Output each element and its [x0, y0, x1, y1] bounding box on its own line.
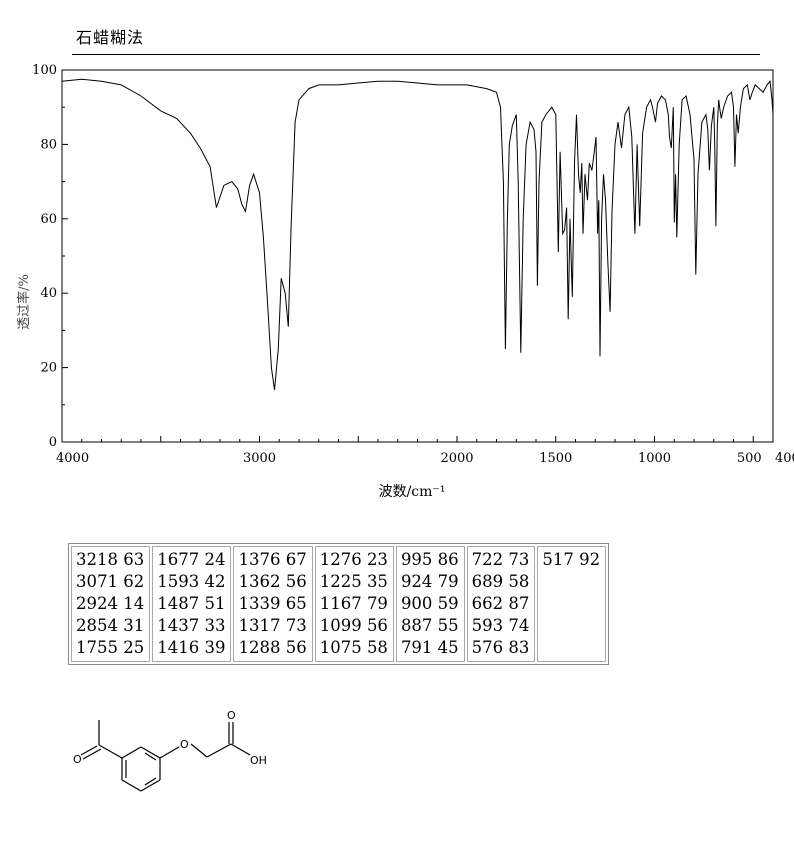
x-tick-label: 3000: [243, 451, 276, 466]
peak-entry: 593 74: [471, 616, 530, 635]
carboxyl-oh-bond: [230, 743, 251, 756]
x-axis-label: 波数/cm⁻¹: [379, 484, 446, 500]
peak-entry: 1099 56: [319, 616, 388, 635]
peak-table-column: 1677 24 1593 42 1487 51 1437 33 1416 39: [152, 546, 232, 662]
x-axis-ticks: 4000 3000 2000 1500 1000 500 400: [56, 436, 794, 466]
peak-table-column: 517 92: [537, 546, 607, 662]
y-tick-label: 40: [40, 286, 57, 301]
hydroxyl-label: OH: [250, 754, 267, 767]
peak-entry: 1755 25: [76, 638, 145, 657]
ring-bond: [140, 746, 161, 759]
peak-entry: 689 58: [471, 572, 530, 591]
peak-entry: 1075 58: [319, 638, 388, 657]
ring-double-bond: [144, 752, 157, 761]
ring-bond: [140, 779, 161, 792]
ch2-carboxyl-bond: [206, 743, 232, 758]
y-tick-label: 20: [40, 361, 57, 376]
peak-table-column: 995 86 924 79 900 59 887 55 791 45: [395, 546, 465, 662]
peak-entry: 1376 67: [238, 550, 307, 569]
peak-table: 3218 63 3071 62 2924 14 2854 31 1755 25 1677 …: [68, 543, 610, 665]
peak-entry: 1317 73: [238, 616, 307, 635]
peak-entry: 900 59: [400, 594, 459, 613]
chart-axes: [61, 69, 774, 443]
y-tick-label: 100: [32, 63, 57, 78]
peak-entry: 995 86: [400, 550, 459, 569]
ether-oxygen-label: O: [180, 738, 189, 751]
peak-table-container: 3218 63 3071 62 2924 14 2854 31 1755 25 1677 …: [68, 543, 610, 665]
plot-frame: [61, 69, 774, 443]
peak-entry: 2854 31: [76, 616, 145, 635]
peak-entry: 517 92: [542, 550, 601, 569]
peak-entry: 1416 39: [157, 638, 226, 657]
peak-entry: 1276 23: [319, 550, 388, 569]
ketone-oxygen-label: O: [73, 753, 82, 766]
y-tick-label: 80: [40, 137, 57, 152]
peak-entry: 576 83: [471, 638, 530, 657]
method-title: 石蜡糊法: [76, 28, 145, 47]
peak-entry: 924 79: [400, 572, 459, 591]
ether-ch2-bond: [190, 743, 208, 758]
peak-entry: 1339 65: [238, 594, 307, 613]
peak-entry: 1167 79: [319, 594, 388, 613]
peak-table-column: 1276 23 1225 35 1167 79 1099 56 1075 58: [314, 546, 394, 662]
ketone-double-bond: [82, 748, 102, 760]
peak-entry: 2924 14: [76, 594, 145, 613]
peak-entry: 887 55: [400, 616, 459, 635]
peak-table-column: 1376 67 1362 56 1339 65 1317 73 1288 56: [233, 546, 313, 662]
peak-entry: 722 73: [471, 550, 530, 569]
x-tick-label: 2000: [440, 451, 473, 466]
peak-entry: 662 87: [471, 594, 530, 613]
ring-double-bond: [144, 777, 157, 786]
ring-acetyl-bond: [98, 744, 123, 759]
peak-entry: 1437 33: [157, 616, 226, 635]
x-tick-label: 4000: [56, 451, 89, 466]
peak-entry: 1288 56: [238, 638, 307, 657]
y-axis-label: 透过率/%: [16, 274, 32, 330]
ketone-double-bond: [80, 745, 98, 756]
ring-ether-bond: [159, 746, 180, 759]
x-tick-label: 400: [775, 451, 794, 466]
peak-entry: 1487 51: [157, 594, 226, 613]
x-tick-label: 1000: [638, 451, 671, 466]
y-axis-ticks: 0 20 40 60 80 100: [32, 63, 68, 450]
peak-entry: 1593 42: [157, 572, 226, 591]
peak-entry: 1362 56: [238, 572, 307, 591]
peak-entry: 3218 63: [76, 550, 145, 569]
peak-table-column: 722 73 689 58 662 87 593 74 576 83: [466, 546, 536, 662]
spectrum-line: [61, 78, 774, 390]
ring-bond: [121, 746, 142, 759]
peak-entry: 1225 35: [319, 572, 388, 591]
x-tick-label: 500: [737, 451, 762, 466]
ring-bond: [121, 779, 142, 792]
acid-carbonyl-oxygen-label: O: [227, 709, 236, 722]
y-tick-label: 0: [49, 435, 57, 450]
title-divider: [72, 54, 760, 55]
chemical-structure: O O O OH: [73, 709, 267, 792]
peak-table-column: 3218 63 3071 62 2924 14 2854 31 1755 25: [71, 546, 151, 662]
y-tick-label: 60: [40, 212, 57, 227]
x-tick-label: 1500: [539, 451, 572, 466]
peak-entry: 3071 62: [76, 572, 145, 591]
peak-entry: 791 45: [400, 638, 459, 657]
peak-entry: 1677 24: [157, 550, 226, 569]
